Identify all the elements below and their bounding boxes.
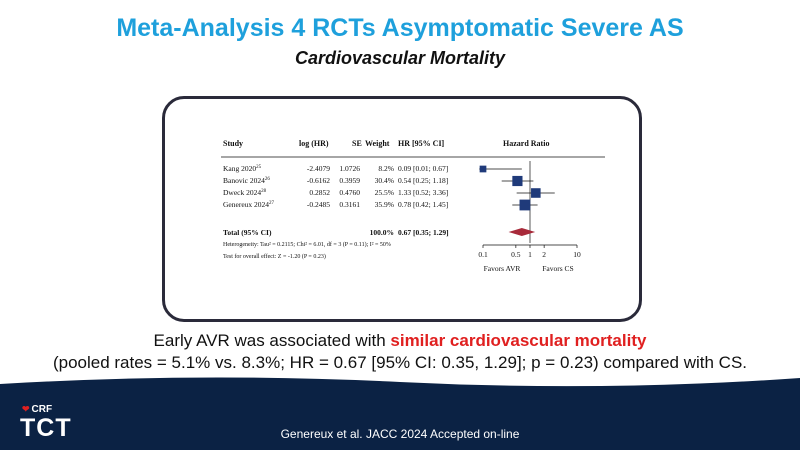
study-loghr: -0.6162: [307, 176, 330, 185]
conclusion-line-2: (pooled rates = 5.1% vs. 8.3%; HR = 0.67…: [52, 353, 748, 372]
slide-title: Meta-Analysis 4 RCTs Asymptomatic Severe…: [116, 14, 684, 42]
study-loghr: -0.2485: [307, 200, 330, 209]
overall-effect-note: Test for overall effect: Z = -1.20 (P = …: [223, 253, 326, 260]
x-axis: 0.1 0.5 1 2 10: [478, 244, 581, 259]
study-weight: 25.5%: [375, 188, 394, 197]
study-se: 0.4760: [339, 188, 360, 197]
plot-area: [479, 161, 555, 243]
col-header-study: Study: [223, 139, 243, 148]
heterogeneity-note: Heterogeneity: Tau² = 0.2115; Chi² = 6.0…: [223, 241, 391, 248]
study-weight: 35.9%: [375, 200, 394, 209]
study-name: Kang 202025: [223, 164, 262, 173]
favors-right-label: Favors CS: [542, 264, 573, 273]
hr-square: [512, 175, 523, 187]
col-header-weight: Weight: [365, 139, 390, 148]
x-tick-label: 2: [542, 250, 546, 259]
col-header-hr: HR [95% CI]: [398, 139, 445, 148]
study-hr: 0.54 [0.25; 1.18]: [398, 176, 448, 185]
citation: Genereux et al. JACC 2024 Accepted on-li…: [280, 427, 520, 441]
heart-icon: ❤: [22, 404, 30, 414]
study-hr: 1.33 [0.52; 3.36]: [398, 188, 448, 197]
conclusion-line-1: Early AVR was associated with similar ca…: [153, 331, 647, 350]
study-se: 1.0726: [339, 164, 360, 173]
hr-square: [479, 165, 487, 173]
study-name: Dweck 202428: [223, 188, 267, 197]
col-header-se: SE: [352, 139, 362, 148]
study-row: Dweck 202428 0.2852 0.4760 25.5% 1.33 [0…: [223, 188, 448, 197]
x-tick-label: 10: [573, 250, 581, 259]
study-name: Banovic 202426: [223, 176, 270, 185]
forest-plot: Study log (HR) SE Weight HR [95% CI] Haz…: [221, 139, 605, 273]
study-name: Genereux 202427: [223, 200, 275, 209]
hr-square: [519, 199, 531, 211]
study-loghr: -2.4079: [307, 164, 330, 173]
conclusion-highlight: similar cardiovascular mortality: [390, 331, 647, 350]
total-hr: 0.67 [0.35; 1.29]: [398, 228, 449, 237]
footer-wave: [0, 377, 800, 394]
favors-left-label: Favors AVR: [484, 264, 521, 273]
study-weight: 8.2%: [378, 164, 394, 173]
study-se: 0.3959: [339, 176, 360, 185]
study-row: Kang 202025 -2.4079 1.0726 8.2% 0.09 [0.…: [223, 164, 448, 173]
footer-bar: [0, 392, 800, 450]
study-row: Genereux 202427 -0.2485 0.3161 35.9% 0.7…: [223, 200, 448, 209]
crf-logo: ❤ CRF: [22, 404, 53, 415]
study-hr: 0.78 [0.42; 1.45]: [398, 200, 448, 209]
col-header-loghr: log (HR): [299, 139, 329, 148]
x-tick-label: 1: [528, 250, 532, 259]
x-tick-label: 0.5: [511, 250, 521, 259]
hr-square: [531, 188, 541, 198]
study-se: 0.3161: [339, 200, 360, 209]
x-tick-label: 0.1: [478, 250, 488, 259]
study-row: Banovic 202426 -0.6162 0.3959 30.4% 0.54…: [223, 176, 448, 185]
conclusion-text: Early AVR was associated with similar ca…: [0, 330, 800, 374]
slide-subtitle: Cardiovascular Mortality: [294, 48, 506, 68]
study-weight: 30.4%: [375, 176, 394, 185]
tct-logo: TCT: [20, 414, 72, 442]
pooled-diamond: [508, 228, 536, 236]
total-weight: 100.0%: [370, 228, 394, 237]
forest-plot-panel: Study log (HR) SE Weight HR [95% CI] Haz…: [162, 96, 642, 322]
col-header-plot: Hazard Ratio: [503, 139, 549, 148]
study-loghr: 0.2852: [309, 188, 330, 197]
study-hr: 0.09 [0.01; 0.67]: [398, 164, 448, 173]
total-label: Total (95% CI): [223, 228, 272, 237]
